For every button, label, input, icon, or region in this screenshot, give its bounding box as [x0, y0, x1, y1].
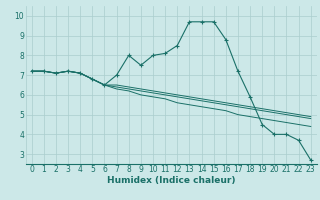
X-axis label: Humidex (Indice chaleur): Humidex (Indice chaleur) [107, 176, 236, 185]
